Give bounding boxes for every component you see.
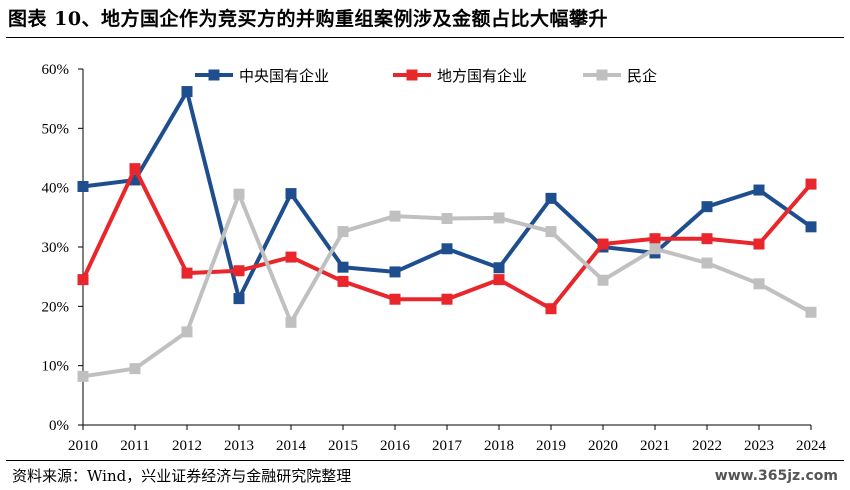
data-point-private	[441, 213, 453, 225]
legend: 中央国有企业 地方国有企业 民企	[195, 67, 657, 85]
data-point-private	[597, 274, 609, 286]
y-tick-label: 30%	[42, 240, 70, 256]
data-point-local-soe	[233, 265, 245, 277]
data-point-private	[77, 370, 89, 382]
y-tick-label: 10%	[42, 359, 70, 375]
data-point-local-soe	[77, 274, 89, 286]
data-point-central-soe	[545, 192, 557, 204]
x-tick-label: 2016	[380, 438, 411, 454]
x-tick-label: 2022	[692, 438, 722, 454]
data-point-private	[129, 363, 141, 375]
y-tick-label: 60%	[42, 62, 70, 78]
data-point-private	[701, 257, 713, 269]
title-divider	[6, 37, 844, 38]
data-point-private	[753, 278, 765, 290]
series-private	[77, 188, 817, 382]
legend-swatch-marker	[596, 69, 608, 81]
data-point-local-soe	[649, 233, 661, 245]
data-point-local-soe	[337, 275, 349, 287]
x-tick-label: 2012	[172, 438, 202, 454]
legend-label: 中央国有企业	[239, 67, 329, 85]
data-point-central-soe	[337, 261, 349, 273]
legend-label: 民企	[627, 67, 657, 85]
data-point-local-soe	[493, 274, 505, 286]
y-tick-label: 0%	[49, 418, 69, 434]
legend-label: 地方国有企业	[437, 67, 527, 85]
data-point-central-soe	[285, 188, 297, 200]
y-tick-label: 20%	[42, 299, 70, 315]
data-point-private	[337, 226, 349, 238]
data-point-central-soe	[129, 174, 141, 186]
data-point-local-soe	[597, 238, 609, 250]
data-point-local-soe	[753, 238, 765, 250]
data-point-central-soe	[805, 221, 817, 233]
source-note: 资料来源：Wind，兴业证券经济与金融研究院整理	[12, 467, 352, 485]
x-tick-label: 2018	[484, 438, 514, 454]
watermark: www.365jz.com	[714, 468, 838, 484]
y-tick-label: 40%	[42, 181, 70, 197]
axes: 0% 10% 20% 30% 40% 50% 60% 2010 2011 2012 2013 2014…	[42, 62, 827, 454]
data-point-central-soe	[77, 180, 89, 192]
legend-swatch-marker	[208, 69, 220, 81]
legend-item-local-soe: 地方国有企业	[393, 67, 527, 85]
legend-item-private: 民企	[583, 67, 657, 85]
data-point-central-soe	[233, 293, 245, 305]
y-tick-label: 50%	[42, 121, 70, 137]
x-tick-label: 2023	[744, 438, 774, 454]
x-tick-label: 2010	[68, 438, 98, 454]
x-tick-label: 2017	[432, 438, 463, 454]
data-point-central-soe	[389, 266, 401, 278]
x-tick-label: 2011	[120, 438, 149, 454]
series-local-soe	[77, 163, 817, 315]
legend-item-central-soe: 中央国有企业	[195, 67, 329, 85]
footer-divider	[6, 460, 844, 461]
data-point-central-soe	[753, 184, 765, 196]
series-central-soe	[77, 86, 817, 305]
x-tick-label: 2019	[536, 438, 566, 454]
data-point-private	[493, 212, 505, 224]
x-tick-label: 2020	[588, 438, 618, 454]
x-tick-label: 2015	[328, 438, 358, 454]
data-point-local-soe	[129, 163, 141, 175]
x-tick-label: 2021	[640, 438, 670, 454]
legend-swatch-marker	[406, 69, 418, 81]
data-point-central-soe	[181, 86, 193, 98]
data-point-local-soe	[701, 233, 713, 245]
data-point-local-soe	[441, 293, 453, 305]
data-point-local-soe	[805, 178, 817, 190]
chart-title: 图表 10、地方国企作为竞买方的并购重组案例涉及金额占比大幅攀升	[8, 8, 609, 30]
x-tick-label: 2013	[224, 438, 254, 454]
data-point-central-soe	[493, 262, 505, 274]
data-point-private	[285, 316, 297, 328]
x-tick-label: 2024	[796, 438, 827, 454]
data-point-central-soe	[701, 201, 713, 213]
data-point-local-soe	[545, 303, 557, 315]
line-chart: 0% 10% 20% 30% 40% 50% 60% 2010 2011 2012 2013 2014…	[42, 62, 827, 454]
x-tick-label: 2014	[276, 438, 307, 454]
series-layer	[77, 86, 817, 382]
data-point-private	[233, 188, 245, 200]
data-point-local-soe	[285, 251, 297, 263]
data-point-private	[649, 243, 661, 255]
data-point-private	[805, 306, 817, 318]
data-point-local-soe	[181, 267, 193, 279]
data-point-private	[181, 326, 193, 338]
data-point-private	[389, 210, 401, 222]
data-point-central-soe	[441, 243, 453, 255]
data-point-private	[545, 226, 557, 238]
data-point-local-soe	[389, 293, 401, 305]
